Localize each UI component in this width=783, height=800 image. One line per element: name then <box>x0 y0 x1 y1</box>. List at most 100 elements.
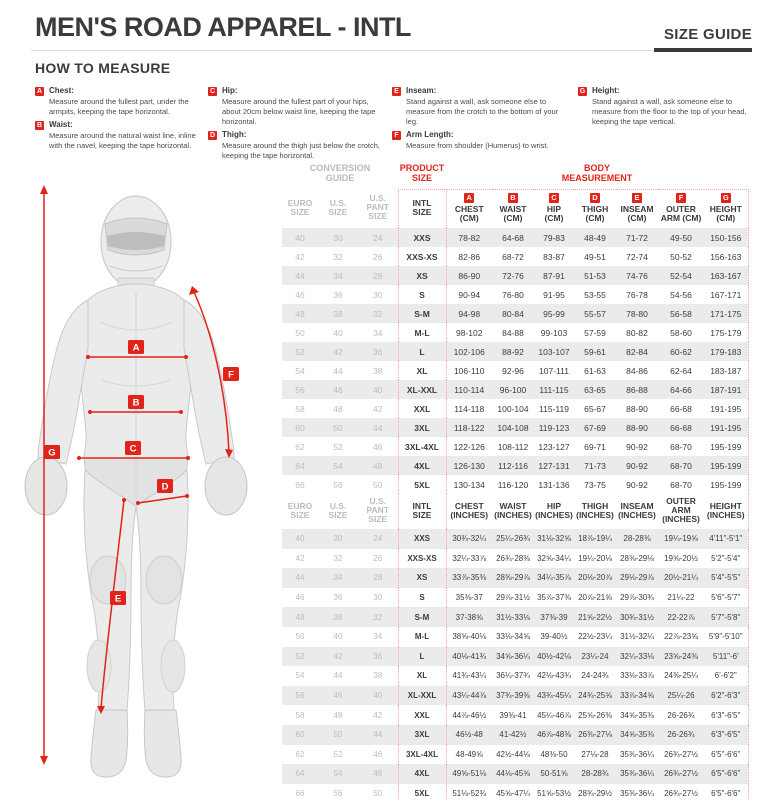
column-label: WAIST (INCHES) <box>494 500 532 520</box>
size-cell-outer_arm: 68-70 <box>670 460 692 471</box>
measure-label: Chest: <box>49 86 74 95</box>
figure-letter-e: E <box>115 594 121 605</box>
size-cell-us: 52 <box>333 749 343 759</box>
size-tables-area: CONVERSION GUIDE PRODUCT SIZE BODY MEASURE… <box>282 163 752 800</box>
size-row: 42 32 26 XXS-XS 32¼-33⅞ 26¾-28⅜ 32⅝-34¼ 19¼-20⅛… <box>282 548 749 569</box>
measure-text: Measure around the fullest part, under t… <box>49 97 189 116</box>
size-cell-height: 167-171 <box>704 285 749 304</box>
size-cell-euro: 58 <box>295 403 305 414</box>
figure-badge-c <box>125 441 141 455</box>
size-cell-inseam: 31½-32¼ <box>620 632 654 642</box>
column-letter-badge: D <box>590 193 600 203</box>
size-cell-euro: 42 <box>295 251 305 262</box>
size-row: 56 46 40 XL-XXL 43¼-44⅞ 37¾-39⅜ 43¾-45¼ 24¾-25⅝… <box>282 685 749 706</box>
size-cell-height: 191-195 <box>704 399 749 418</box>
size-cell-outer_arm: 54-56 <box>670 289 692 300</box>
size-cell-hip: 34¼-35⅞ <box>537 573 571 583</box>
rider-measurement-figure: A B C D E F G <box>0 180 282 800</box>
size-cell-hip: 48⅜-50 <box>540 749 568 759</box>
size-cell-hip: 46⅞-48⅜ <box>537 730 571 740</box>
size-cell-height: 6'3"-6'5" <box>704 705 749 725</box>
size-row: 54 44 38 XL 41¾-43¼ 36¼-37¾ 42⅛-43¾ 24-24¾ 33⅛-3… <box>282 666 749 686</box>
size-row: 44 34 28 XS 33⅞-35⅜ 28⅜-29⅞ 34¼-35⅞ 20⅛-20⅞ 29⅛-… <box>282 568 749 588</box>
size-cell-hip: 43¾-45¼ <box>537 691 571 701</box>
size-cell-inseam: 32¼-33⅛ <box>620 651 654 661</box>
size-cell-euro: 56 <box>295 691 305 701</box>
column-header-us: U.S. SIZE <box>318 494 358 529</box>
size-cell-intl: L <box>397 342 447 361</box>
size-cell-inseam: 34⅝-35⅜ <box>620 730 654 740</box>
figure-letter-badges <box>44 340 239 605</box>
figure-letter-g: G <box>48 448 55 459</box>
how-to-measure-heading: HOW TO MEASURE <box>35 60 171 76</box>
size-cell-us: 44 <box>333 671 343 681</box>
letter-e-badge: E <box>392 86 401 96</box>
right-boot <box>143 709 182 778</box>
size-cell-euro: 58 <box>295 710 305 720</box>
height-arrow-top <box>40 185 48 194</box>
column-label: INTL SIZE <box>412 198 432 217</box>
size-row: 44 34 28 XS 86-90 72-76 87-91 51-53 74-76 52-54 16… <box>282 266 749 285</box>
size-cell-height: 175-179 <box>704 323 749 342</box>
size-cell-us: 32 <box>333 553 343 563</box>
size-cell-waist: 45⅝-47¼ <box>492 783 534 800</box>
size-cell-waist: 42½-44⅛ <box>496 749 530 759</box>
size-cell-pant: 44 <box>373 422 383 433</box>
size-cell-height: 6'2"-6'3" <box>704 685 749 706</box>
size-cell-chest: 35⅜-37 <box>445 587 492 608</box>
size-cell-euro: 50 <box>295 632 305 642</box>
column-header-height: G HEIGHT (CM) <box>704 189 749 228</box>
size-cell-hip: 50-51⅝ <box>540 769 568 779</box>
size-cell-euro: 46 <box>295 593 305 603</box>
measure-column-2: C Hip: Measure around the fullest part o… <box>208 86 386 164</box>
size-cell-thigh: 28¾-29½ <box>574 783 616 800</box>
size-cell-intl: XL-XXL <box>397 685 447 706</box>
measure-item-thigh: D Thigh: Measure around the thigh just b… <box>208 130 386 161</box>
size-row: 58 48 42 XXL 44⅞-46½ 39⅜-41 45¼-46⅞ 25⅝-26⅜ 34⅝-… <box>282 705 749 725</box>
size-cell-waist: 37¾-39⅜ <box>496 691 530 701</box>
size-cell-inseam: 33⅛-33⅞ <box>620 671 654 681</box>
size-cell-outer_arm: 26-26¾ <box>667 710 695 720</box>
rider-figure-svg: A B C D E F G <box>24 185 248 778</box>
size-cell-outer_arm: 25¼-26 <box>667 691 695 701</box>
size-cell-euro: 50 <box>295 327 305 338</box>
measure-text: Measure around the natural waist line, i… <box>49 131 196 150</box>
size-cell-thigh: 24-24¾ <box>581 671 609 681</box>
size-cell-height: 6'-6'2" <box>704 666 749 686</box>
size-cell-inseam: 88-90 <box>626 403 648 414</box>
figure-badge-e <box>110 591 126 605</box>
measure-label: Inseam: <box>406 86 437 95</box>
column-header-euro: EURO SIZE <box>282 190 318 229</box>
size-row: 50 40 34 M-L 38⅝-40⅛ 33⅛-34⅝ 39-40½ 22½-23¼ 31½-… <box>282 626 749 647</box>
size-cell-thigh: 18⅞-19¼ <box>578 534 612 544</box>
size-cell-inseam: 35⅜-36¼ <box>620 769 654 779</box>
size-cell-pant: 30 <box>373 289 383 300</box>
size-cell-pant: 42 <box>373 710 383 720</box>
size-cell-chest: 78-82 <box>445 228 492 247</box>
size-cell-inseam: 28-28⅜ <box>623 534 651 544</box>
column-header-outer_arm: OUTER ARM (INCHES) <box>658 494 704 529</box>
size-cell-thigh: 55-57 <box>584 308 606 319</box>
size-cell-euro: 60 <box>295 422 305 433</box>
size-cell-thigh: 63-65 <box>584 384 606 395</box>
size-cell-pant: 38 <box>373 365 383 376</box>
size-cell-outer_arm: 56-58 <box>670 308 692 319</box>
size-cell-pant: 48 <box>373 769 383 779</box>
column-label: U.S. PANT SIZE <box>366 193 389 222</box>
size-cell-hip: 42⅛-43¾ <box>537 671 571 681</box>
size-cell-euro: 52 <box>295 346 305 357</box>
size-cell-chest: 44⅞-46½ <box>445 705 492 725</box>
size-row: 60 50 44 3XL 118-122 104-108 119-123 67-69 88-90… <box>282 418 749 437</box>
size-cell-us: 50 <box>333 422 343 433</box>
size-cell-waist: 26¾-28⅜ <box>496 553 530 563</box>
size-cell-inseam: 29⅞-30¾ <box>620 593 654 603</box>
size-cell-hip: 103-107 <box>538 346 570 357</box>
size-cell-height: 5'6"-5'7" <box>704 587 749 608</box>
size-cell-chest: 48-49⅝ <box>445 744 492 765</box>
size-row: 56 46 40 XL-XXL 110-114 96-100 111-115 63-65 86-… <box>282 380 749 399</box>
size-cell-height: 6'5"-6'6" <box>704 764 749 784</box>
column-header-hip: C HIP (CM) <box>534 189 574 228</box>
size-cell-thigh: 25⅝-26⅜ <box>578 710 612 720</box>
size-cell-inseam: 82-84 <box>626 346 648 357</box>
figure-letter-d: D <box>162 482 169 493</box>
